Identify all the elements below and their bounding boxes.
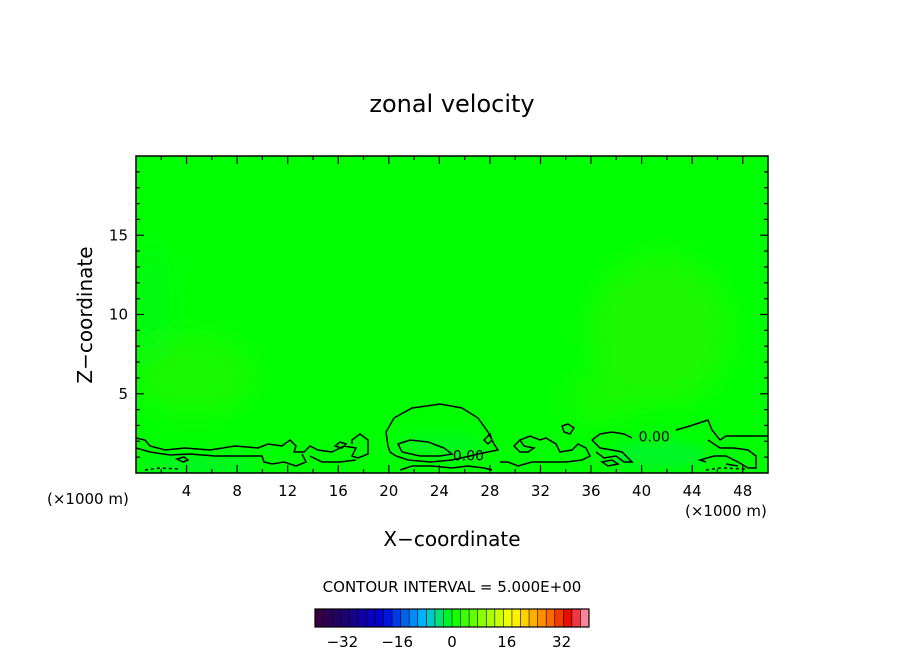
colorbar-cell <box>315 609 324 627</box>
contour-small-loop <box>482 432 493 446</box>
plot-area: 0.00 0.00 <box>136 156 768 473</box>
colorbar-cell <box>332 609 342 627</box>
x-axis-label: X−coordinate <box>383 527 520 551</box>
contour-bottom-edge-right <box>705 467 746 471</box>
colorbar-cell <box>520 609 530 627</box>
field-shading <box>136 240 730 425</box>
colorbar-cell <box>563 609 573 627</box>
contour-left-band <box>136 433 369 467</box>
positive-anomaly-left <box>136 335 255 415</box>
contour-left-island <box>174 456 190 463</box>
colorbar-tick-label: −32 <box>327 633 359 651</box>
negative-anomaly-bottom <box>610 440 710 470</box>
colorbar-tick-label: 16 <box>497 633 516 651</box>
colorbar-cell <box>383 609 393 627</box>
weak-negative-left <box>136 240 175 360</box>
contour-interval-text: CONTOUR INTERVAL = 5.000E+00 <box>323 578 582 596</box>
contour-dome-inner <box>396 439 454 457</box>
y-tick-label: 15 <box>109 226 128 244</box>
colorbar-cell <box>392 609 402 627</box>
colorbar-cell <box>554 609 564 627</box>
contour-mid-loop <box>561 423 576 435</box>
colorbar-cell <box>349 609 359 627</box>
contour-right-small <box>600 459 620 467</box>
x-tick-label: 20 <box>379 482 398 500</box>
colorbar-tick-label: −16 <box>381 633 413 651</box>
x-axis: 4 8 12 16 20 24 28 32 36 40 44 48 <box>160 156 752 500</box>
contour-mid-band <box>500 435 592 467</box>
x-tick-label: 40 <box>632 482 651 500</box>
colorbar-cell <box>486 609 496 627</box>
colorbar-cell <box>452 609 461 627</box>
colorbar-frame <box>314 608 590 628</box>
colorbar-cell <box>417 609 427 627</box>
colorbar-cell <box>494 609 504 627</box>
contour-dome <box>385 403 500 463</box>
x-tick-label: 24 <box>430 482 449 500</box>
x-tick-label: 36 <box>581 482 600 500</box>
x-tick-label: 12 <box>278 482 297 500</box>
colorbar-cell <box>409 609 419 627</box>
colorbar-tick-label: 32 <box>552 633 571 651</box>
positive-anomaly-mid <box>565 375 635 425</box>
y-axis-label: Z−coordinate <box>73 246 97 383</box>
colorbar-cell <box>529 609 539 627</box>
y-tick-label: 5 <box>118 385 128 403</box>
colorbar-cell <box>323 609 333 627</box>
colorbar-cell <box>443 609 453 627</box>
contour-bottom-arc <box>399 465 493 471</box>
contour-right-band <box>591 419 768 469</box>
colorbar-cell <box>546 609 556 627</box>
x-tick-label: 28 <box>480 482 499 500</box>
contour-label: 0.00 <box>453 449 484 465</box>
positive-anomaly-upper-right <box>590 255 730 405</box>
y-axis: 5 10 15 <box>109 171 768 458</box>
colorbar-cell <box>400 609 410 627</box>
negative-anomaly-bottom-mid <box>395 433 485 457</box>
colorbar-cell <box>477 609 487 627</box>
colorbar-cell <box>434 609 444 627</box>
chart-title: zonal velocity <box>369 90 534 118</box>
colorbar-cell <box>426 609 436 627</box>
colorbar-cell <box>366 609 376 627</box>
colorbar-cell <box>460 609 470 627</box>
colorbar-cell <box>571 609 581 627</box>
x-tick-label: 8 <box>232 482 242 500</box>
y-tick-label: 10 <box>109 306 128 324</box>
contour-label: 0.00 <box>639 430 670 446</box>
x-tick-label: 44 <box>683 482 702 500</box>
negative-anomaly-bottom-left <box>140 455 260 473</box>
x-tick-label: 4 <box>182 482 192 500</box>
colorbar-cell <box>580 609 590 627</box>
x-unit-right: (×1000 m) <box>685 502 767 520</box>
colorbar-cell <box>340 609 350 627</box>
colorbar-cell <box>357 609 367 627</box>
colorbar: −32 −16 0 16 32 <box>314 608 590 651</box>
colorbar-cell <box>374 609 384 627</box>
zero-contours <box>136 403 768 471</box>
x-tick-label: 16 <box>329 482 348 500</box>
colorbar-cell <box>537 609 547 627</box>
x-unit-left: (×1000 m) <box>47 490 129 508</box>
colorbar-cell <box>503 609 513 627</box>
x-tick-label: 48 <box>733 482 752 500</box>
colorbar-tick-label: 0 <box>447 633 457 651</box>
x-tick-label: 32 <box>531 482 550 500</box>
colorbar-cell <box>511 609 521 627</box>
contour-labels: 0.00 0.00 <box>453 430 670 465</box>
colorbar-cell <box>469 609 479 627</box>
